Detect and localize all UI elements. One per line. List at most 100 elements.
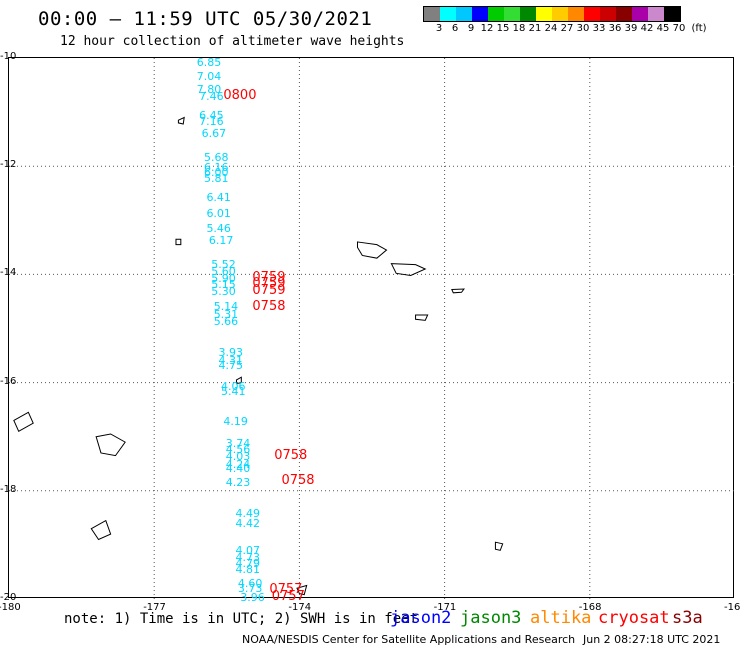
island-niue xyxy=(494,541,504,551)
colorbar-label: 24 xyxy=(544,23,558,34)
colorbar-label: 15 xyxy=(496,23,510,34)
colorbar-swatch xyxy=(520,7,536,21)
colorbar-label: 42 xyxy=(640,23,654,34)
wave-height-label: 5.46 xyxy=(206,222,231,236)
lat-tick-label: -14 xyxy=(0,267,17,279)
colorbar-swatch xyxy=(616,7,632,21)
wave-height-label: 4.79 xyxy=(235,556,260,570)
island-haapai xyxy=(296,584,308,596)
lon-tick-label: -168 xyxy=(578,602,602,613)
colorbar-swatch xyxy=(424,7,440,21)
island-swains xyxy=(415,314,429,321)
colorbar-label: 30 xyxy=(576,23,590,34)
wave-height-label: 7.80 xyxy=(196,83,222,97)
chart-subtitle: 12 hour collection of altimeter wave hei… xyxy=(60,34,405,49)
colorbar-swatch xyxy=(648,7,664,21)
time-label: 0758 xyxy=(281,473,315,489)
wave-height-label: 6.45 xyxy=(199,109,224,123)
colorbar-label: 33 xyxy=(592,23,606,34)
time-label: 0757 xyxy=(269,582,303,598)
legend-jason3: jason3 xyxy=(460,608,522,628)
wave-height-label: 4.73 xyxy=(235,551,260,565)
wave-height-label: 3.73 xyxy=(237,582,263,596)
island-tutuila xyxy=(451,288,465,294)
colorbar-label: 36 xyxy=(608,23,622,34)
colorbar-swatch xyxy=(488,7,504,21)
wave-height-label: 5.66 xyxy=(213,315,239,328)
wave-height-label: 3.93 xyxy=(218,346,244,360)
wave-height-label: 4.56 xyxy=(225,442,251,456)
wave-height-label: 6.67 xyxy=(201,126,227,140)
wave-height-label: 4.49 xyxy=(235,507,260,521)
footer-credit: NOAA/NESDIS Center for Satellite Applica… xyxy=(242,633,576,646)
time-label: 0759 xyxy=(252,276,286,292)
map-svg xyxy=(9,58,735,599)
lat-tick-label: -10 xyxy=(0,51,17,62)
colorbar-swatch xyxy=(600,7,616,21)
colorbar-swatch xyxy=(584,7,600,21)
map-area xyxy=(8,57,735,599)
wave-height-label: 7.46 xyxy=(199,89,224,103)
footer-time: Jun 2 08:27:18 UTC 2021 xyxy=(583,633,721,646)
wave-height-label: 4.40 xyxy=(225,462,251,476)
wave-height-label: 5.41 xyxy=(220,385,246,399)
wave-height-label: 7.04 xyxy=(196,69,222,83)
colorbar-label: 18 xyxy=(512,23,526,34)
colorbar xyxy=(423,6,681,22)
footer-note: note: 1) Time is in UTC; 2) SWH is in fe… xyxy=(64,611,419,627)
time-label: 0800 xyxy=(223,87,257,103)
legend-s3a: s3a xyxy=(672,608,703,628)
colorbar-swatch xyxy=(568,7,584,21)
wave-height-label: 4.24 xyxy=(225,457,251,471)
lat-tick-label: -20 xyxy=(0,592,17,603)
colorbar-label: 3 xyxy=(435,23,443,34)
colorbar-swatch xyxy=(472,7,488,21)
wave-height-label: 4.03 xyxy=(225,450,251,464)
colorbar-swatch xyxy=(504,7,520,21)
lon-tick-label: -171 xyxy=(433,602,457,613)
wave-height-label: 5.30 xyxy=(211,285,236,299)
colorbar-swatch xyxy=(440,7,456,21)
wave-height-label: 3.96 xyxy=(240,590,265,604)
legend-altika: altika xyxy=(530,608,592,628)
lon-tick-label: -165 xyxy=(724,602,740,613)
wave-height-label: 5.81 xyxy=(204,171,229,185)
island-niuatoputapu xyxy=(235,376,242,385)
colorbar-label: 39 xyxy=(624,23,638,34)
wave-height-label: 6.17 xyxy=(208,233,234,247)
wave-height-label: 4.60 xyxy=(237,576,263,590)
colorbar-label: 6 xyxy=(451,23,459,34)
time-label: 0758 xyxy=(252,298,286,314)
island-wallis xyxy=(177,116,185,125)
lat-tick-label: -18 xyxy=(0,483,17,495)
colorbar-swatch xyxy=(456,7,472,21)
legend-jason2: jason2 xyxy=(390,608,452,628)
wave-height-label: 4.23 xyxy=(225,476,251,490)
wave-height-label: 5.15 xyxy=(211,278,236,292)
wave-height-label: 5.90 xyxy=(211,271,236,285)
colorbar-swatch xyxy=(536,7,552,21)
wave-height-label: 6.41 xyxy=(206,191,231,205)
wave-height-label: 5.60 xyxy=(211,265,236,279)
colorbar-label: 27 xyxy=(560,23,574,34)
lat-tick-label: -12 xyxy=(0,159,17,171)
time-label: 0757 xyxy=(271,588,305,604)
lat-tick-label: -16 xyxy=(0,375,17,387)
wave-height-label: 5.52 xyxy=(211,257,236,271)
wave-height-label: 4.75 xyxy=(218,359,244,373)
time-label: 0759 xyxy=(252,269,286,285)
island-upolu xyxy=(390,263,427,276)
colorbar-label: 21 xyxy=(528,23,542,34)
wave-height-label: 4.07 xyxy=(235,544,260,558)
island-futuna xyxy=(175,238,182,246)
time-label: 0758 xyxy=(274,448,308,464)
wave-height-label: 4.42 xyxy=(235,517,260,531)
wave-height-label: 7.16 xyxy=(199,114,224,128)
island-viti-levu xyxy=(95,433,126,457)
colorbar-swatch xyxy=(664,7,680,21)
wave-height-label: 4.06 xyxy=(220,379,246,393)
wave-height-label: 6.85 xyxy=(196,56,222,70)
wave-height-label: 4.19 xyxy=(223,414,248,428)
wave-height-label: 6.16 xyxy=(204,160,229,174)
wave-height-label: 6.01 xyxy=(206,206,231,220)
